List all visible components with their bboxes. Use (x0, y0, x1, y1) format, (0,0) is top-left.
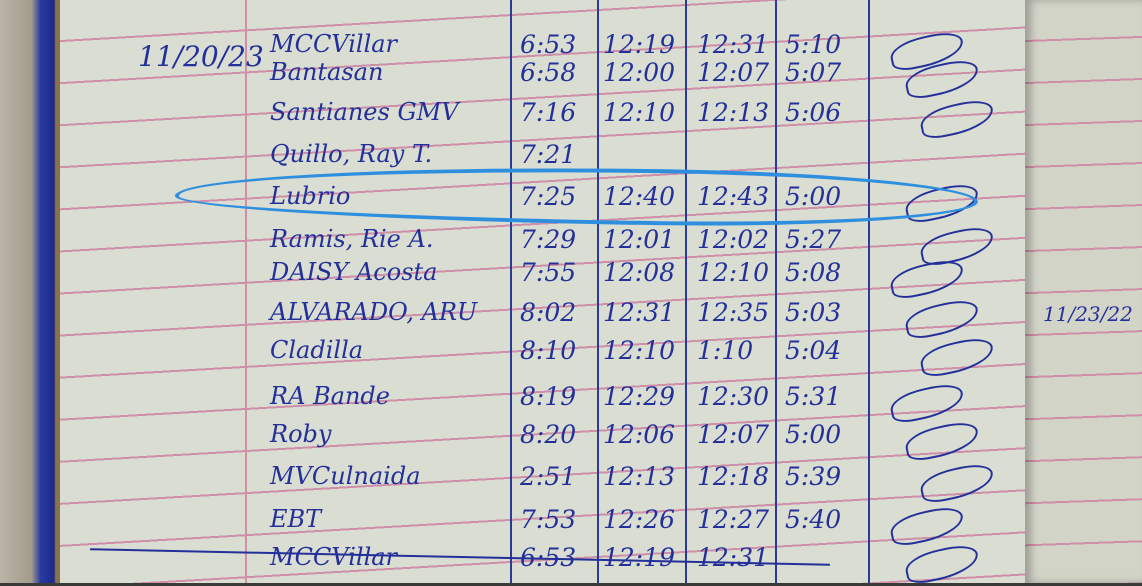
employee-name: DAISY Acosta (270, 258, 438, 286)
employee-name: ALVARADO, ARU (270, 298, 478, 326)
signature (887, 256, 967, 302)
time-lunch-in: 12:31 (697, 30, 770, 59)
employee-name: Santianes GMV (270, 98, 459, 126)
column-divider (510, 0, 512, 583)
log-row: MCCVillar 6:53 12:19 12:31 5:10 (0, 28, 1142, 74)
time-lunch-in: 12:30 (697, 382, 770, 411)
employee-name: Lubrio (270, 182, 351, 210)
right-page-date: 11/23/22 (1043, 302, 1133, 326)
signature (917, 96, 997, 142)
time-in: 8:20 (520, 420, 577, 449)
signature (902, 418, 982, 464)
time-out: 5:00 (785, 420, 842, 449)
log-row: EBT 7:53 12:26 12:27 5:40 (0, 503, 1142, 549)
time-lunch-out: 12:08 (603, 258, 676, 287)
log-row: Roby 8:20 12:06 12:07 5:00 (0, 418, 1142, 464)
time-out: 5:03 (785, 298, 842, 327)
time-out: 5:31 (785, 382, 842, 411)
time-lunch-in: 12:43 (697, 182, 770, 211)
log-row: Quillo, Ray T. 7:21 (0, 140, 1142, 180)
log-row: Ramis, Rie A. 7:29 12:01 12:02 5:27 (0, 223, 1142, 269)
time-lunch-in: 12:02 (697, 225, 770, 254)
time-lunch-out: 12:19 (603, 543, 676, 572)
time-out: 5:07 (785, 58, 842, 87)
signature (902, 56, 982, 102)
time-lunch-in: 12:27 (697, 505, 770, 534)
time-in: 7:55 (520, 258, 577, 287)
time-lunch-out: 12:01 (603, 225, 676, 254)
time-lunch-out: 12:06 (603, 420, 676, 449)
time-in: 7:29 (520, 225, 577, 254)
right-page (1025, 0, 1142, 583)
signature (887, 503, 967, 549)
time-lunch-in: 12:31 (697, 543, 770, 572)
time-out: 5:04 (785, 336, 842, 365)
time-out: 5:39 (785, 462, 842, 491)
time-lunch-out: 12:29 (603, 382, 676, 411)
log-row: MVCulnaida 2:51 12:13 12:18 5:39 (0, 460, 1142, 506)
time-in: 6:58 (520, 58, 577, 87)
log-row: Cladilla 8:10 12:10 1:10 5:04 (0, 334, 1142, 380)
log-row: Lubrio 7:25 12:40 12:43 5:00 (0, 180, 1142, 226)
column-divider (597, 0, 599, 583)
log-row: RA Bande 8:19 12:29 12:30 5:31 (0, 380, 1142, 426)
signature (917, 334, 997, 380)
log-row: ALVARADO, ARU 8:02 12:31 12:35 5:03 (0, 296, 1142, 342)
time-lunch-in: 1:10 (697, 336, 754, 365)
time-lunch-out: 12:31 (603, 298, 676, 327)
employee-name: Bantasan (270, 58, 384, 86)
employee-name: Ramis, Rie A. (270, 225, 434, 253)
time-in: 8:10 (520, 336, 577, 365)
time-out: 5:06 (785, 98, 842, 127)
time-out: 5:00 (785, 182, 842, 211)
time-lunch-out: 12:40 (603, 182, 676, 211)
time-lunch-out: 12:26 (603, 505, 676, 534)
time-in: 7:21 (520, 140, 577, 169)
time-lunch-in: 12:13 (697, 98, 770, 127)
log-row: Santianes GMV 7:16 12:10 12:13 5:06 (0, 96, 1142, 142)
time-lunch-out: 12:10 (603, 336, 676, 365)
time-lunch-out: 12:13 (603, 462, 676, 491)
employee-name: Quillo, Ray T. (270, 140, 433, 168)
employee-name: MCCVillar (270, 30, 398, 58)
margin-line (245, 0, 247, 583)
column-divider (685, 0, 687, 583)
column-divider (868, 0, 870, 583)
signature (902, 296, 982, 342)
employee-name: Roby (270, 420, 332, 448)
time-lunch-out: 12:00 (603, 58, 676, 87)
time-in: 8:19 (520, 382, 577, 411)
signature (917, 460, 997, 506)
logbook-page (60, 0, 1060, 583)
time-lunch-in: 12:35 (697, 298, 770, 327)
time-in: 2:51 (520, 462, 577, 491)
time-out: 5:40 (785, 505, 842, 534)
entry-date: 11/20/23 (138, 40, 264, 73)
time-in: 8:02 (520, 298, 577, 327)
employee-name: Cladilla (270, 336, 364, 364)
log-row: DAISY Acosta 7:55 12:08 12:10 5:08 (0, 256, 1142, 302)
time-lunch-in: 12:18 (697, 462, 770, 491)
time-in: 7:25 (520, 182, 577, 211)
time-lunch-out: 12:10 (603, 98, 676, 127)
employee-name: EBT (270, 505, 322, 533)
time-out: 5:27 (785, 225, 842, 254)
employee-name: RA Bande (270, 382, 390, 410)
time-in: 7:53 (520, 505, 577, 534)
column-divider (775, 0, 777, 583)
employee-name: MVCulnaida (270, 462, 421, 490)
time-lunch-in: 12:10 (697, 258, 770, 287)
time-in: 6:53 (520, 30, 577, 59)
time-in: 7:16 (520, 98, 577, 127)
time-lunch-in: 12:07 (697, 420, 770, 449)
signature (887, 380, 967, 426)
time-out: 5:10 (785, 30, 842, 59)
employee-name: MCCVillar (270, 543, 398, 571)
time-out: 5:08 (785, 258, 842, 287)
time-lunch-out: 12:19 (603, 30, 676, 59)
log-row: Bantasan 6:58 12:00 12:07 5:07 (0, 56, 1142, 102)
time-lunch-in: 12:07 (697, 58, 770, 87)
signature (902, 541, 982, 586)
